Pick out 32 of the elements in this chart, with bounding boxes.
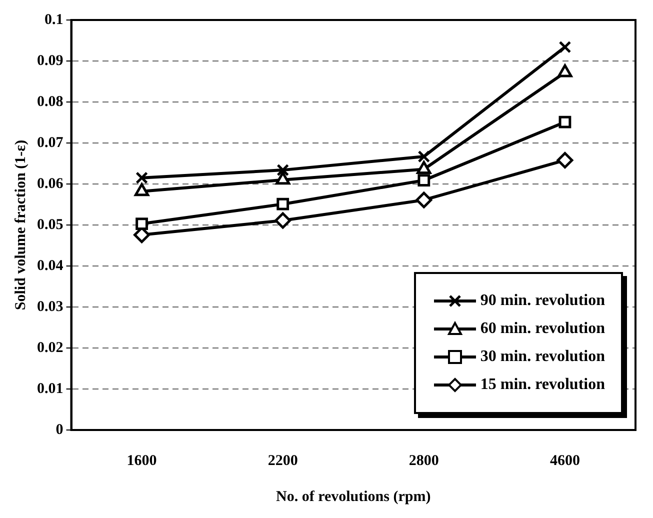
x-tick-label: 2200 xyxy=(268,452,298,469)
y-tick-label: 0.06 xyxy=(37,176,64,192)
x-axis-title: No. of revolutions (rpm) xyxy=(276,488,431,505)
y-tick-label: 0.03 xyxy=(37,298,64,315)
point xyxy=(556,152,574,168)
y-tick-label: 0.08 xyxy=(37,94,64,110)
x-tick-label: 2800 xyxy=(408,452,439,469)
y-tick-label: 0.04 xyxy=(37,258,64,274)
y-axis-title: Solid volume fraction (1-ε) xyxy=(12,140,29,310)
y-tick-label: 0.07 xyxy=(37,134,64,151)
point xyxy=(136,218,148,230)
legend-label: 30 min. revolution xyxy=(480,348,605,366)
x-tick-label: 4600 xyxy=(550,452,580,469)
point xyxy=(274,212,292,229)
point xyxy=(136,172,148,184)
point xyxy=(276,164,290,176)
y-tick-label: 0.05 xyxy=(37,216,64,233)
y-tick-label: 0.1 xyxy=(44,12,64,28)
y-tick-label: 0.02 xyxy=(37,340,64,356)
legend-label: 60 min. revolution xyxy=(480,320,605,338)
y-tick-label: 0 xyxy=(56,422,64,438)
point xyxy=(418,174,430,187)
point xyxy=(558,116,572,128)
legend-label: 90 min. revolution xyxy=(480,292,605,310)
x-tick-label: 1600 xyxy=(126,452,157,469)
point xyxy=(416,192,432,208)
point xyxy=(558,40,572,54)
point xyxy=(276,198,290,210)
legend-label: 15 min. revolution xyxy=(480,376,605,394)
y-tick-label: 0.09 xyxy=(37,52,64,69)
point xyxy=(418,150,430,163)
y-tick-label: 0.01 xyxy=(37,380,64,397)
